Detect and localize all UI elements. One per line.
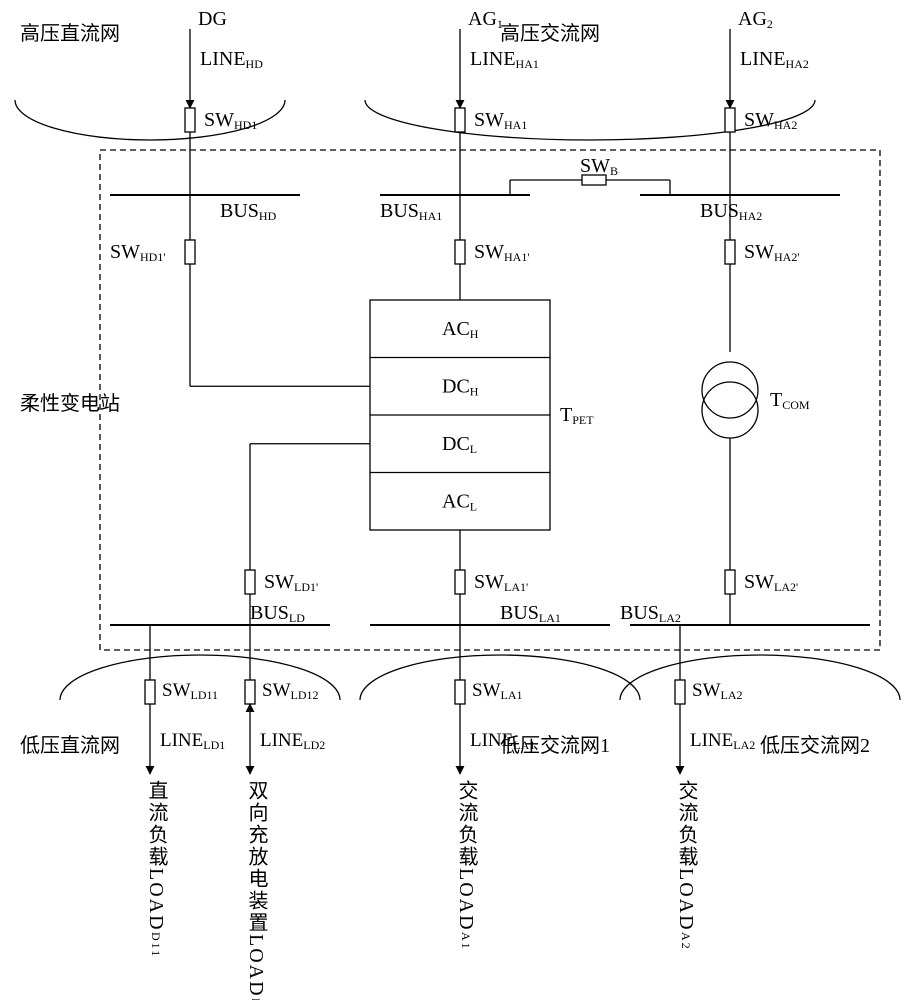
svg-text:LINELD1: LINELD1: [160, 730, 225, 752]
power-diagram: 高压直流网 高压交流网 DG LINEHD SWHD1 AG1 LINEHA1 SWHA1 AG…: [0, 0, 906, 1000]
label-lv-dc-net: 低压直流网: [20, 734, 120, 757]
svg-text:SWLA1': SWLA1': [474, 571, 528, 594]
label-lv-ac-net2: 低压交流网2: [760, 734, 870, 757]
svg-text:DG: DG: [198, 8, 227, 30]
svg-text:SWHA2': SWHA2': [744, 241, 800, 264]
svg-text:DCH: DCH: [442, 375, 479, 398]
svg-text:LINEHD: LINEHD: [200, 48, 263, 71]
svg-text:AG1: AG1: [468, 8, 503, 31]
svg-text:BUSHA1: BUSHA1: [380, 200, 442, 223]
svg-text:ACL: ACL: [442, 490, 477, 513]
svg-text:SWHD1': SWHD1': [110, 241, 166, 264]
svg-text:LINEHA1: LINEHA1: [470, 48, 539, 71]
svg-text:ACH: ACH: [442, 318, 479, 341]
svg-text:SWB: SWB: [580, 155, 618, 178]
load-LOAD_D11: 直流负载LOADD11: [145, 780, 168, 958]
label-hv-dc-net: 高压直流网: [20, 22, 120, 45]
load-LOAD_A2: 交流负载LOADA2: [675, 780, 698, 951]
svg-text:LINELA2: LINELA2: [690, 730, 755, 752]
load-LOAD_A1: 交流负载LOADA1: [455, 780, 478, 951]
label-flex-substation: 柔性变电站: [20, 392, 120, 415]
svg-text:SWLD1': SWLD1': [264, 571, 318, 594]
svg-text:LINEHA2: LINEHA2: [740, 48, 809, 71]
svg-text:SWHA2: SWHA2: [744, 109, 797, 132]
svg-text:SWLD12: SWLD12: [262, 680, 319, 702]
diagram-root: 高压直流网 高压交流网 DG LINEHD SWHD1 AG1 LINEHA1 SWHA1 AG…: [15, 8, 900, 1000]
svg-text:SWLD11: SWLD11: [162, 680, 218, 702]
svg-text:SWLA1: SWLA1: [472, 680, 523, 702]
svg-text:SWLA2': SWLA2': [744, 571, 798, 594]
svg-text:TCOM: TCOM: [770, 389, 810, 412]
load-LOAD_D12: 双向充放电装置LOADD12: [245, 780, 268, 1000]
label-hv-ac-net: 高压交流网: [500, 22, 600, 45]
svg-text:AG2: AG2: [738, 8, 773, 31]
svg-text:SWLA2: SWLA2: [692, 680, 743, 702]
svg-text:BUSLA2: BUSLA2: [620, 602, 681, 625]
svg-text:SWHD1: SWHD1: [204, 109, 257, 132]
svg-text:BUSLD: BUSLD: [250, 602, 305, 625]
svg-text:SWHA1: SWHA1: [474, 109, 527, 132]
svg-text:DCL: DCL: [442, 433, 477, 456]
svg-text:TPET: TPET: [560, 404, 594, 427]
svg-text:BUSHD: BUSHD: [220, 200, 277, 223]
svg-text:SWHA1': SWHA1': [474, 241, 530, 264]
svg-text:LINELD2: LINELD2: [260, 730, 325, 752]
svg-text:BUSLA1: BUSLA1: [500, 602, 561, 625]
label-lv-ac-net1: 低压交流网1: [500, 734, 610, 757]
svg-text:BUSHA2: BUSHA2: [700, 200, 762, 223]
